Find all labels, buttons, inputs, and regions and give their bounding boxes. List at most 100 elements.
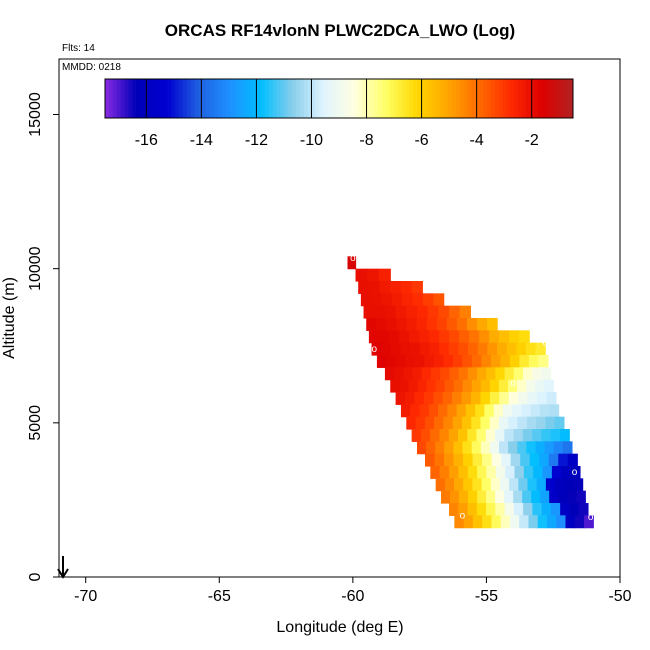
colorbar-swatch — [374, 79, 379, 118]
heatmap-cell — [443, 355, 454, 368]
heatmap-cell — [528, 355, 539, 368]
plot-frame — [58, 58, 621, 578]
colorbar-tick-label: -4 — [470, 132, 484, 149]
colorbar-swatch — [530, 79, 535, 118]
colorbar-swatch — [506, 79, 512, 118]
heatmap-cell — [502, 404, 513, 418]
heatmap-cell — [428, 330, 440, 344]
colorbar-swatch — [526, 79, 531, 118]
colorbar-swatch — [105, 79, 110, 118]
colorbar-swatch — [264, 79, 270, 118]
colorbar-swatch — [459, 79, 465, 118]
heatmap-cell — [565, 515, 576, 529]
colorbar-swatch — [136, 79, 141, 118]
colorbar-swatch — [463, 79, 469, 118]
heatmap-cell — [449, 367, 460, 381]
heatmap-cell — [443, 416, 454, 430]
heatmap-cell — [452, 392, 463, 405]
heatmap-cell — [410, 404, 421, 418]
heatmap-cell — [434, 453, 445, 467]
colorbar-swatch — [284, 79, 289, 118]
colorbar-swatch — [514, 79, 519, 118]
heatmap-cell — [559, 429, 570, 442]
heatmap-cell — [495, 367, 506, 381]
colorbar-swatch — [183, 79, 188, 118]
heatmap-cell — [366, 318, 377, 331]
colorbar-swatch — [237, 79, 242, 118]
heatmap-cell — [476, 318, 488, 331]
colorbar-swatch — [471, 79, 476, 118]
colorbar-swatch — [245, 79, 250, 118]
heatmap-cell — [486, 367, 496, 381]
heatmap-cell — [567, 453, 578, 467]
heatmap-cell — [459, 305, 471, 319]
heatmap-cell — [422, 293, 434, 307]
colorbar-swatch — [362, 79, 367, 118]
heatmap-cell — [384, 305, 397, 319]
heatmap-cell — [400, 342, 411, 356]
heatmap-cell — [522, 490, 532, 504]
colorbar-swatch — [167, 79, 172, 118]
heatmap-cell — [360, 293, 372, 307]
heatmap-cell — [452, 355, 463, 368]
colorbar-swatch — [268, 79, 274, 118]
heatmap-cell — [480, 379, 491, 393]
heatmap-cell — [480, 416, 491, 430]
heatmap-cell — [371, 293, 383, 307]
heatmap-cell — [454, 515, 465, 529]
colorbar-tick-label: -8 — [359, 132, 373, 149]
heatmap-cell — [381, 342, 392, 356]
colorbar-swatch — [303, 79, 309, 118]
colorbar-swatch — [518, 79, 523, 118]
colorbar-swatch — [346, 79, 352, 118]
colorbar-swatch — [108, 79, 114, 118]
heatmap-cell — [467, 429, 478, 442]
heatmap-cell — [419, 342, 431, 356]
heatmap-cell — [374, 305, 386, 319]
colorbar-swatch — [307, 79, 313, 118]
colorbar-frame — [104, 78, 574, 119]
flight-marker: o — [510, 378, 516, 389]
heatmap-cell — [504, 503, 515, 516]
heatmap-cell — [461, 392, 472, 405]
colorbar-swatch — [218, 79, 223, 118]
heatmap-cell — [499, 392, 510, 405]
colorbar-swatch — [112, 79, 118, 118]
colorbar-swatch — [413, 79, 418, 118]
heatmap-cell — [535, 342, 546, 356]
colorbar-swatch — [327, 79, 332, 118]
heatmap-cell — [541, 503, 552, 516]
colorbar-swatch — [417, 79, 422, 118]
heatmap-cell — [522, 429, 533, 442]
heatmap-cell — [467, 367, 478, 381]
heatmap-cell — [435, 478, 446, 492]
heatmap-cell — [449, 503, 459, 516]
heatmap-cell — [459, 330, 470, 344]
heatmap-cell — [480, 392, 491, 405]
heatmap-cell — [386, 318, 398, 331]
flight-markers: o o o o o o o — [350, 253, 594, 523]
heatmap-cell — [578, 503, 589, 516]
heatmap-cell — [427, 305, 439, 319]
heatmap-cell — [487, 318, 498, 331]
colorbar-swatch — [549, 79, 554, 118]
colorbar-swatch — [249, 79, 254, 118]
heatmap-cell — [495, 503, 506, 516]
heatmap-cell — [448, 342, 459, 356]
heatmap-cell — [433, 293, 445, 307]
heatmap-cell — [444, 478, 455, 492]
colorbar-tick-label: -12 — [245, 132, 268, 149]
colorbar-swatch — [229, 79, 235, 118]
heatmap-cell — [421, 367, 432, 381]
heatmap-cell — [561, 466, 572, 479]
heatmap-cell — [472, 515, 483, 529]
colorbar-swatch — [292, 79, 297, 118]
heatmap-cell — [500, 515, 511, 529]
colorbar-swatch — [261, 79, 266, 118]
heatmap-cell — [500, 355, 511, 368]
colorbar-swatch — [186, 79, 192, 118]
heatmap-cell — [449, 305, 461, 319]
heatmap-cell — [490, 478, 501, 492]
heatmap-cell — [405, 392, 416, 405]
heatmap-cell — [388, 330, 400, 344]
